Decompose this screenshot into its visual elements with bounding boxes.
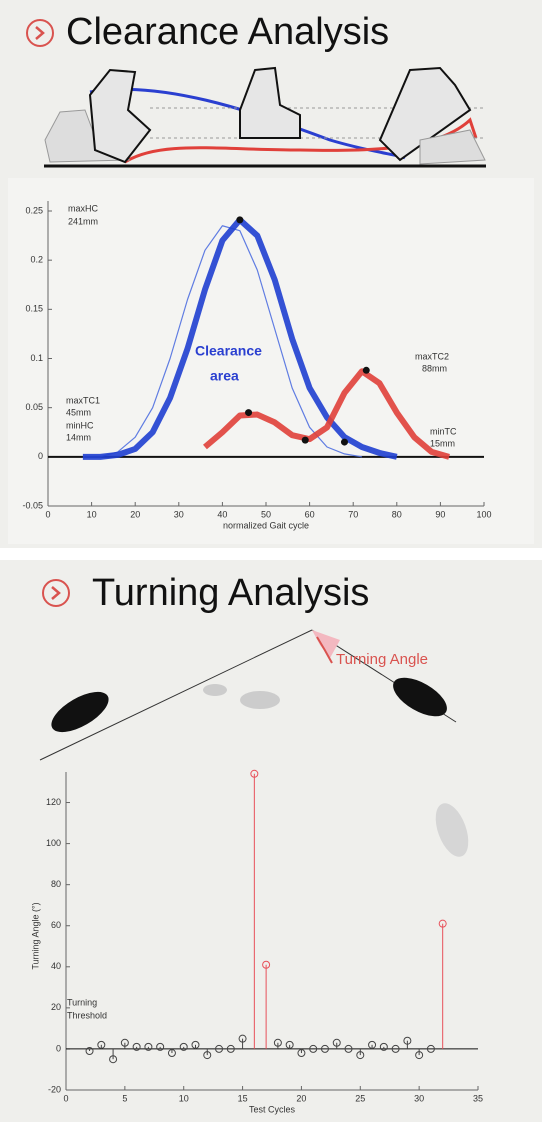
chart-background [8,178,534,544]
marker [245,409,252,416]
annotation: 88mm [422,363,447,373]
y-tick-label: 0 [38,451,43,461]
annotation: 15mm [430,438,455,448]
x-tick-label: 60 [305,509,315,519]
x-axis-label: normalized Gait cycle [223,520,309,530]
x-tick-label: 70 [348,509,358,519]
marker [302,437,309,444]
x-tick-label: 10 [179,1093,189,1103]
x-tick-label: 10 [87,509,97,519]
y-axis-label: Turning Angle (°) [30,902,40,969]
y-tick-label: 0.05 [25,402,43,412]
annotation: minHC [66,420,94,430]
x-tick-label: 90 [435,509,445,519]
x-tick-label: 50 [261,509,271,519]
marker [341,439,348,446]
annotation: 241mm [68,216,98,226]
annotation: minTC [430,426,457,436]
x-tick-label: 0 [63,1093,68,1103]
x-tick-label: 40 [217,509,227,519]
heading: Clearance Analysis [66,11,389,53]
annotation: maxTC2 [415,351,449,361]
x-tick-label: 30 [174,509,184,519]
y-tick-label: 120 [46,797,61,807]
y-tick-label: 20 [51,1002,61,1012]
x-tick-label: 35 [473,1093,483,1103]
y-tick-label: 60 [51,920,61,930]
x-tick-label: 25 [355,1093,365,1103]
x-tick-label: 30 [414,1093,424,1103]
x-tick-label: 15 [238,1093,248,1103]
x-tick-label: 0 [45,509,50,519]
figure: Clearance Analysis Turning Analysis Turn… [0,0,542,1122]
heading: Turning Analysis [92,572,369,614]
y-tick-label: -0.05 [22,500,43,510]
x-tick-label: 80 [392,509,402,519]
y-tick-label: -20 [48,1084,61,1094]
annotation: Clearance [195,343,262,359]
annotation: maxHC [68,203,99,213]
y-tick-label: 0.25 [25,205,43,215]
annotation: area [210,368,239,384]
annotation: 45mm [66,407,91,417]
x-tick-label: 100 [476,509,491,519]
y-tick-label: 0.2 [30,255,43,265]
annotation: Turning [67,997,97,1007]
marker [236,216,243,223]
y-tick-label: 80 [51,879,61,889]
x-tick-label: 20 [130,509,140,519]
y-tick-label: 100 [46,838,61,848]
annotation: 14mm [66,432,91,442]
y-tick-label: 0 [56,1043,61,1053]
x-tick-label: 5 [122,1093,127,1103]
page: Clearance Analysis Turning Analysis Turn… [0,0,542,1122]
x-tick-label: 20 [296,1093,306,1103]
x-axis-label: Test Cycles [249,1104,296,1114]
illustration-label: Turning Angle [336,651,428,668]
annotation: Threshold [67,1010,107,1020]
y-tick-label: 40 [51,961,61,971]
y-tick-label: 0.1 [30,353,43,363]
y-tick-label: 0.15 [25,304,43,314]
annotation: maxTC1 [66,395,100,405]
marker [363,367,370,374]
